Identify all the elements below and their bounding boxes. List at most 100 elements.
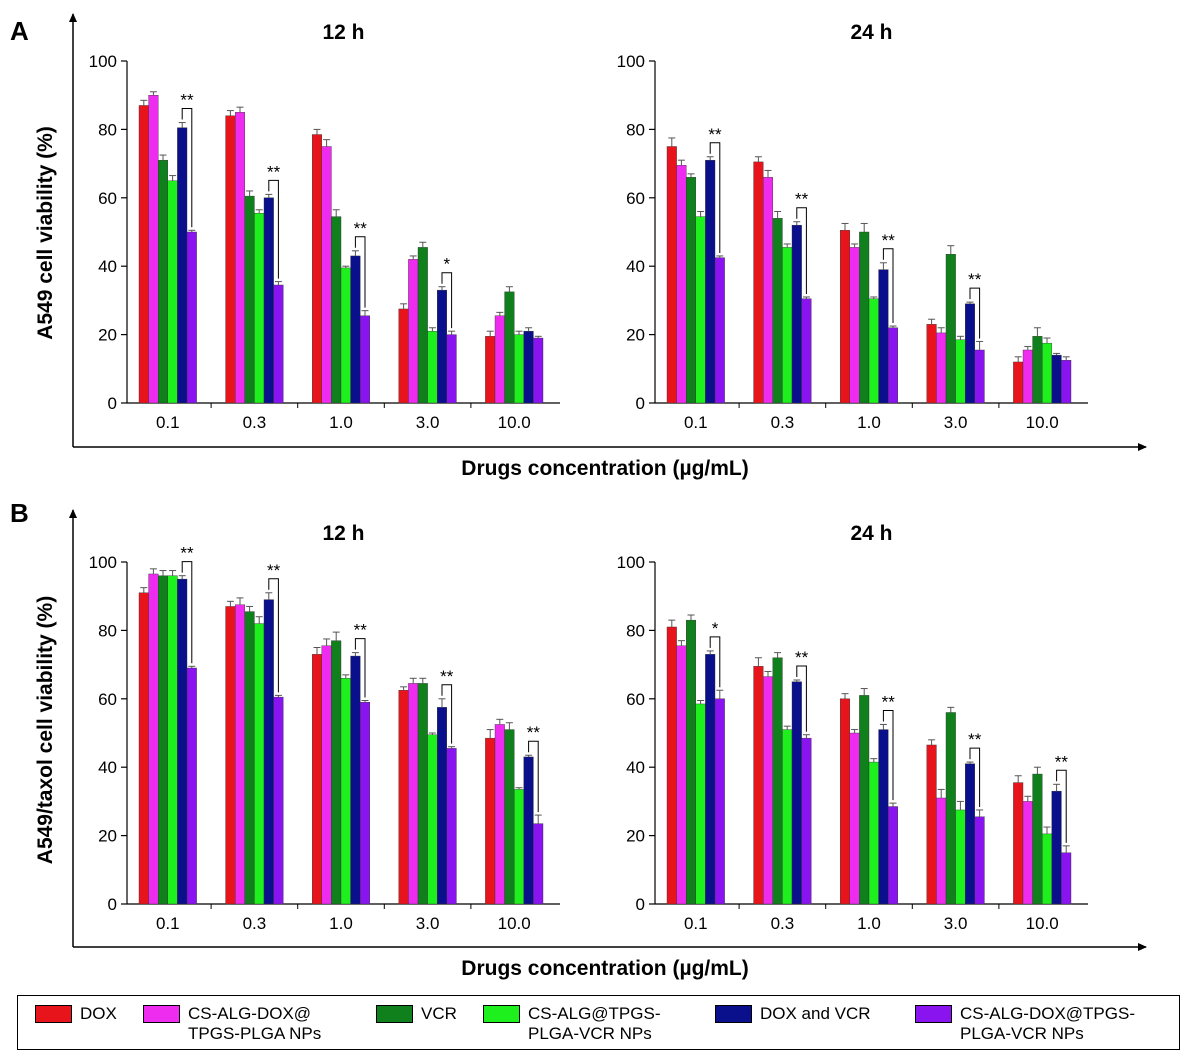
chart-b-12-h-bar-dox-10-0 bbox=[485, 737, 496, 905]
chart-b-24-h-y-tick-label-40: 40 bbox=[626, 758, 645, 777]
chart-b-12-h-bar-vcr-1-0 bbox=[331, 640, 342, 905]
chart-b-12-h-bar-cs-alg-dox-tpgs-plga-nps-10-0 bbox=[494, 724, 505, 905]
legend-label-vcr: VCR bbox=[421, 1004, 457, 1023]
chart-b-24-h-bar-cs-alg-dox-tpgs-plga-vcr-nps-0-1 bbox=[714, 698, 725, 905]
chart-b-12-h-significance-label-10-0: ** bbox=[527, 723, 541, 742]
chart-a-24-h-bar-vcr-0-1 bbox=[686, 177, 697, 404]
chart-b-24-h-bar-cs-alg-tpgs-plga-vcr-nps-3-0 bbox=[955, 809, 966, 905]
legend-swatch-cs-alg-tpgs-plga-vcr-nps bbox=[483, 1005, 520, 1023]
chart-a-12-h-significance-label-0-3: ** bbox=[267, 162, 281, 181]
chart-b-12-h-bar-cs-alg-tpgs-plga-vcr-nps-10-0 bbox=[514, 789, 525, 905]
chart-b-24-h-y-tick-label-60: 60 bbox=[626, 690, 645, 709]
chart-b-24-h-bar-cs-alg-tpgs-plga-vcr-nps-0-3 bbox=[782, 729, 793, 905]
chart-a-24-h-bar-dox-1-0 bbox=[840, 230, 851, 404]
chart-a-12-h-bar-dox-0-3 bbox=[225, 115, 236, 404]
figure: A A549 cell viability (%) Drugs concentr… bbox=[10, 13, 1147, 980]
chart-a-24-h-bar-cs-alg-dox-tpgs-plga-nps-3-0 bbox=[936, 332, 947, 404]
chart-b-24-h-bar-cs-alg-dox-tpgs-plga-vcr-nps-0-3 bbox=[801, 737, 812, 905]
chart-a-12-h-title: 12 h bbox=[322, 21, 364, 44]
chart-b-24-h-bar-cs-alg-dox-tpgs-plga-nps-3-0 bbox=[936, 797, 947, 905]
chart-a-24-h-bar-vcr-3-0 bbox=[945, 254, 956, 404]
chart-a-12-h-bar-dox-0-1 bbox=[138, 105, 149, 404]
chart-a-12-h-bar-vcr-10-0 bbox=[504, 291, 515, 404]
chart-b-12-h-y-tick-label-80: 80 bbox=[98, 621, 117, 640]
chart-b-24-h-bar-cs-alg-dox-tpgs-plga-vcr-nps-10-0 bbox=[1061, 852, 1072, 905]
chart-b-24-h-x-tick-label-1-0: 1.0 bbox=[857, 914, 881, 933]
chart-a-12-h-bar-cs-alg-tpgs-plga-vcr-nps-10-0 bbox=[514, 334, 525, 404]
legend-swatch-dox bbox=[35, 1005, 72, 1023]
chart-a-24-h-bar-vcr-0-3 bbox=[772, 218, 783, 404]
chart-a-24-h-bar-dox-0-3 bbox=[753, 161, 764, 404]
chart-b-24-h-title: 24 h bbox=[850, 522, 892, 545]
chart-b-24-h-y-tick-label-0: 0 bbox=[636, 895, 645, 914]
chart-a-12-h-y-tick-label-100: 100 bbox=[89, 52, 117, 71]
chart-b-24-h-y-tick-label-20: 20 bbox=[626, 827, 645, 846]
chart-a-24-h-bar-cs-alg-tpgs-plga-vcr-nps-1-0 bbox=[868, 298, 879, 404]
chart-b-12-h-y-tick-label-40: 40 bbox=[98, 758, 117, 777]
chart-b-12-h-y-tick-label-100: 100 bbox=[89, 553, 117, 572]
chart-b-24-h-bar-vcr-3-0 bbox=[945, 712, 956, 905]
chart-b-24-h-bar-dox-and-vcr-0-3 bbox=[791, 681, 802, 905]
chart-b-24-h-x-tick-label-0-1: 0.1 bbox=[684, 914, 708, 933]
chart-b-24-h-significance-bracket-3-0 bbox=[969, 747, 981, 807]
chart-a-24-h-x-tick-label-0-1: 0.1 bbox=[684, 413, 708, 432]
panel-a-y-axis-label: A549 cell viability (%) bbox=[34, 126, 57, 340]
chart-a-12-h-significance-label-3-0: * bbox=[443, 255, 450, 274]
legend-swatch-cs-alg-dox-tpgs-plga-nps bbox=[143, 1005, 180, 1023]
chart-b-12-h-bar-cs-alg-dox-tpgs-plga-nps-0-1 bbox=[148, 573, 159, 905]
chart-b-12-h-bar-dox-0-1 bbox=[138, 592, 149, 905]
panel-b-x-axis-label: Drugs concentration (µg/mL) bbox=[461, 957, 748, 980]
chart-a-12-h-bar-vcr-0-3 bbox=[244, 195, 255, 404]
chart-a-24-h-significance-label-0-3: ** bbox=[795, 190, 809, 209]
chart-b-24-h-bar-dox-10-0 bbox=[1013, 782, 1024, 905]
chart-b-24-h-bar-cs-alg-dox-tpgs-plga-nps-10-0 bbox=[1022, 801, 1033, 905]
chart-b-24-h-y-tick-label-80: 80 bbox=[626, 621, 645, 640]
chart-b-24-h-x-tick-label-3-0: 3.0 bbox=[944, 914, 968, 933]
chart-b-12-h-x-tick-label-3-0: 3.0 bbox=[416, 914, 440, 933]
chart-a-12-h-significance-bracket-0-3 bbox=[268, 179, 279, 279]
chart-a-24-h-bar-cs-alg-dox-tpgs-plga-vcr-nps-3-0 bbox=[974, 349, 985, 404]
chart-b-24-h-bar-cs-alg-dox-tpgs-plga-vcr-nps-1-0 bbox=[888, 806, 899, 905]
chart-a-12-h-bar-cs-alg-tpgs-plga-vcr-nps-3-0 bbox=[427, 330, 438, 404]
chart-a-12-h-x-tick-label-3-0: 3.0 bbox=[416, 413, 440, 432]
panel-a: A A549 cell viability (%) Drugs concentr… bbox=[10, 13, 1147, 480]
legend-item-cs-alg-dox-tpgs-plga-vcr-nps: CS-ALG-DOX@TPGS- PLGA-VCR NPs bbox=[915, 1004, 1135, 1044]
chart-a-24-h-bar-cs-alg-dox-tpgs-plga-vcr-nps-0-1 bbox=[714, 257, 725, 404]
chart-b-24-h-bar-dox-1-0 bbox=[840, 698, 851, 905]
chart-b-24-h-bar-dox-and-vcr-0-1 bbox=[705, 654, 716, 905]
chart-a-12-h-bar-dox-and-vcr-1-0 bbox=[350, 255, 361, 404]
chart-a-24-h-significance-bracket-3-0 bbox=[969, 287, 981, 339]
chart-b-12-h-x-tick-label-0-3: 0.3 bbox=[243, 914, 267, 933]
chart-b-24-h-significance-label-10-0: ** bbox=[1055, 752, 1069, 771]
chart-a-24-h-x-tick-label-3-0: 3.0 bbox=[944, 413, 968, 432]
chart-a-12-h-bar-dox-and-vcr-3-0 bbox=[437, 289, 448, 404]
chart-b-12-h-bar-vcr-3-0 bbox=[417, 683, 428, 905]
chart-b-12-h-bar-vcr-0-1 bbox=[157, 575, 168, 905]
chart-a-12-h-bar-cs-alg-tpgs-plga-vcr-nps-0-1 bbox=[167, 180, 178, 404]
chart-b-24-h-x-tick-label-0-3: 0.3 bbox=[771, 914, 795, 933]
legend-label-cs-alg-dox-tpgs-plga-vcr-nps: CS-ALG-DOX@TPGS- PLGA-VCR NPs bbox=[960, 1004, 1135, 1043]
chart-b-24-h-significance-bracket-10-0 bbox=[1056, 769, 1067, 843]
chart-b-12-h-bar-cs-alg-dox-tpgs-plga-nps-0-3 bbox=[234, 604, 245, 905]
chart-a-24-h-x-tick-label-10-0: 10.0 bbox=[1026, 413, 1059, 432]
panel-b-y-axis-label: A549/taxol cell viability (%) bbox=[34, 596, 57, 864]
chart-b-24-h-bar-dox-0-1 bbox=[666, 626, 677, 905]
chart-a-12-h-x-tick-label-0-3: 0.3 bbox=[243, 413, 267, 432]
chart-a-24-h-significance-label-1-0: ** bbox=[882, 231, 896, 250]
chart-a-24-h-bar-cs-alg-tpgs-plga-vcr-nps-10-0 bbox=[1041, 342, 1052, 404]
chart-b-12-h-bar-cs-alg-dox-tpgs-plga-vcr-nps-1-0 bbox=[360, 702, 371, 905]
chart-b-12-h-bar-cs-alg-dox-tpgs-plga-vcr-nps-0-3 bbox=[273, 696, 284, 905]
chart-b-12-h-bar-vcr-0-3 bbox=[244, 611, 255, 905]
chart-a-24-h-y-tick-label-100: 100 bbox=[617, 52, 645, 71]
chart-a-24h: 24 h 0 20 40 60 80 100 0.1 0.3 1.0 3.0 10.0 ** ** ** ** bbox=[617, 21, 1088, 432]
chart-a-12-h-significance-bracket-0-1 bbox=[181, 108, 193, 228]
chart-b-12-h-significance-bracket-0-1 bbox=[181, 561, 193, 664]
chart-a-24-h-significance-label-0-1: ** bbox=[708, 125, 722, 144]
chart-a-24-h-significance-bracket-1-0 bbox=[882, 248, 894, 324]
panel-letter-b: B bbox=[10, 498, 29, 528]
chart-a-24-h-significance-bracket-0-3 bbox=[796, 207, 807, 294]
chart-a-12-h-significance-label-0-1: ** bbox=[180, 91, 194, 110]
chart-b-24-h-x-tick-label-10-0: 10.0 bbox=[1026, 914, 1059, 933]
chart-a-12-h-x-tick-label-10-0: 10.0 bbox=[498, 413, 531, 432]
